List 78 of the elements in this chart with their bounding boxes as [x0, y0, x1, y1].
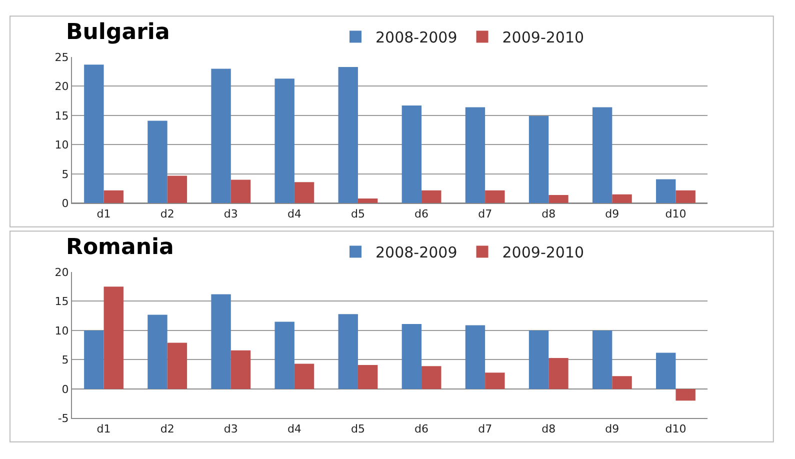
x-tick-label: d6 [414, 207, 429, 220]
y-tick-label: 10 [54, 324, 69, 338]
y-tick-label: 5 [62, 354, 69, 367]
x-tick-label: d3 [224, 422, 238, 436]
bar [548, 195, 568, 204]
y-tick-label: 0 [62, 197, 69, 210]
x-tick-label: d1 [96, 207, 111, 220]
bar [274, 322, 294, 389]
x-tick-label: d9 [605, 422, 620, 436]
bar [485, 190, 505, 204]
bar [402, 106, 422, 204]
bar [592, 107, 612, 204]
x-tick-label: d4 [287, 207, 302, 220]
legend-label: 2008-2009 [376, 244, 458, 262]
bar [274, 78, 294, 204]
bar [84, 64, 104, 204]
bar [84, 330, 104, 389]
x-tick-label: d7 [478, 207, 492, 220]
x-tick-label: d7 [478, 422, 492, 436]
bar [402, 324, 422, 389]
bar [294, 182, 314, 204]
bar [148, 314, 168, 389]
x-tick-label: d5 [350, 422, 365, 436]
y-tick-label: 15 [54, 109, 69, 122]
x-tick-label: d2 [160, 207, 174, 220]
y-tick-label: 5 [62, 168, 69, 181]
bar [358, 364, 378, 389]
bar [104, 190, 124, 204]
bar [211, 294, 231, 389]
x-tick-label: d8 [542, 207, 556, 220]
bar [167, 176, 188, 204]
bar [358, 198, 378, 204]
bar [592, 330, 612, 389]
x-tick-label: d5 [350, 207, 365, 220]
bar [422, 366, 442, 389]
bar [230, 180, 251, 204]
bar [338, 66, 358, 204]
y-tick-label: 20 [54, 80, 69, 94]
bar [465, 107, 486, 204]
bar [676, 190, 696, 204]
x-tick-label: d10 [665, 422, 686, 436]
chart-title: Romania [66, 235, 174, 260]
chart-title: Bulgaria [66, 20, 170, 45]
bar [338, 314, 358, 389]
legend-label: 2009-2010 [502, 28, 584, 47]
bar [148, 120, 168, 204]
x-tick-label: d10 [665, 207, 686, 220]
bar [528, 116, 549, 204]
y-tick-label: 10 [54, 138, 69, 152]
bar [485, 372, 505, 389]
bar [167, 342, 188, 389]
bar [528, 330, 549, 389]
x-tick-label: d3 [224, 207, 238, 220]
x-tick-label: d9 [605, 207, 620, 220]
bar [548, 358, 568, 389]
bar [465, 325, 486, 389]
bar [612, 194, 632, 204]
y-tick-label: 0 [62, 382, 69, 396]
x-tick-label: d1 [96, 422, 111, 436]
y-tick-label: 20 [54, 266, 69, 279]
bar [294, 364, 314, 389]
bar [656, 352, 676, 389]
bar [656, 179, 676, 204]
bar [104, 286, 124, 389]
y-tick-label: -5 [58, 412, 69, 426]
x-tick-label: d6 [414, 422, 429, 436]
y-tick-label: 25 [54, 50, 69, 64]
y-tick-label: 15 [54, 295, 69, 308]
bar [230, 350, 251, 389]
bar [211, 68, 231, 204]
legend-label: 2009-2010 [502, 244, 584, 262]
x-tick-label: d4 [287, 422, 302, 436]
bar [422, 190, 442, 204]
bar [612, 376, 632, 389]
x-tick-label: d8 [542, 422, 556, 436]
x-tick-label: d2 [160, 422, 174, 436]
bar [676, 388, 696, 401]
legend-label: 2008-2009 [376, 28, 458, 47]
